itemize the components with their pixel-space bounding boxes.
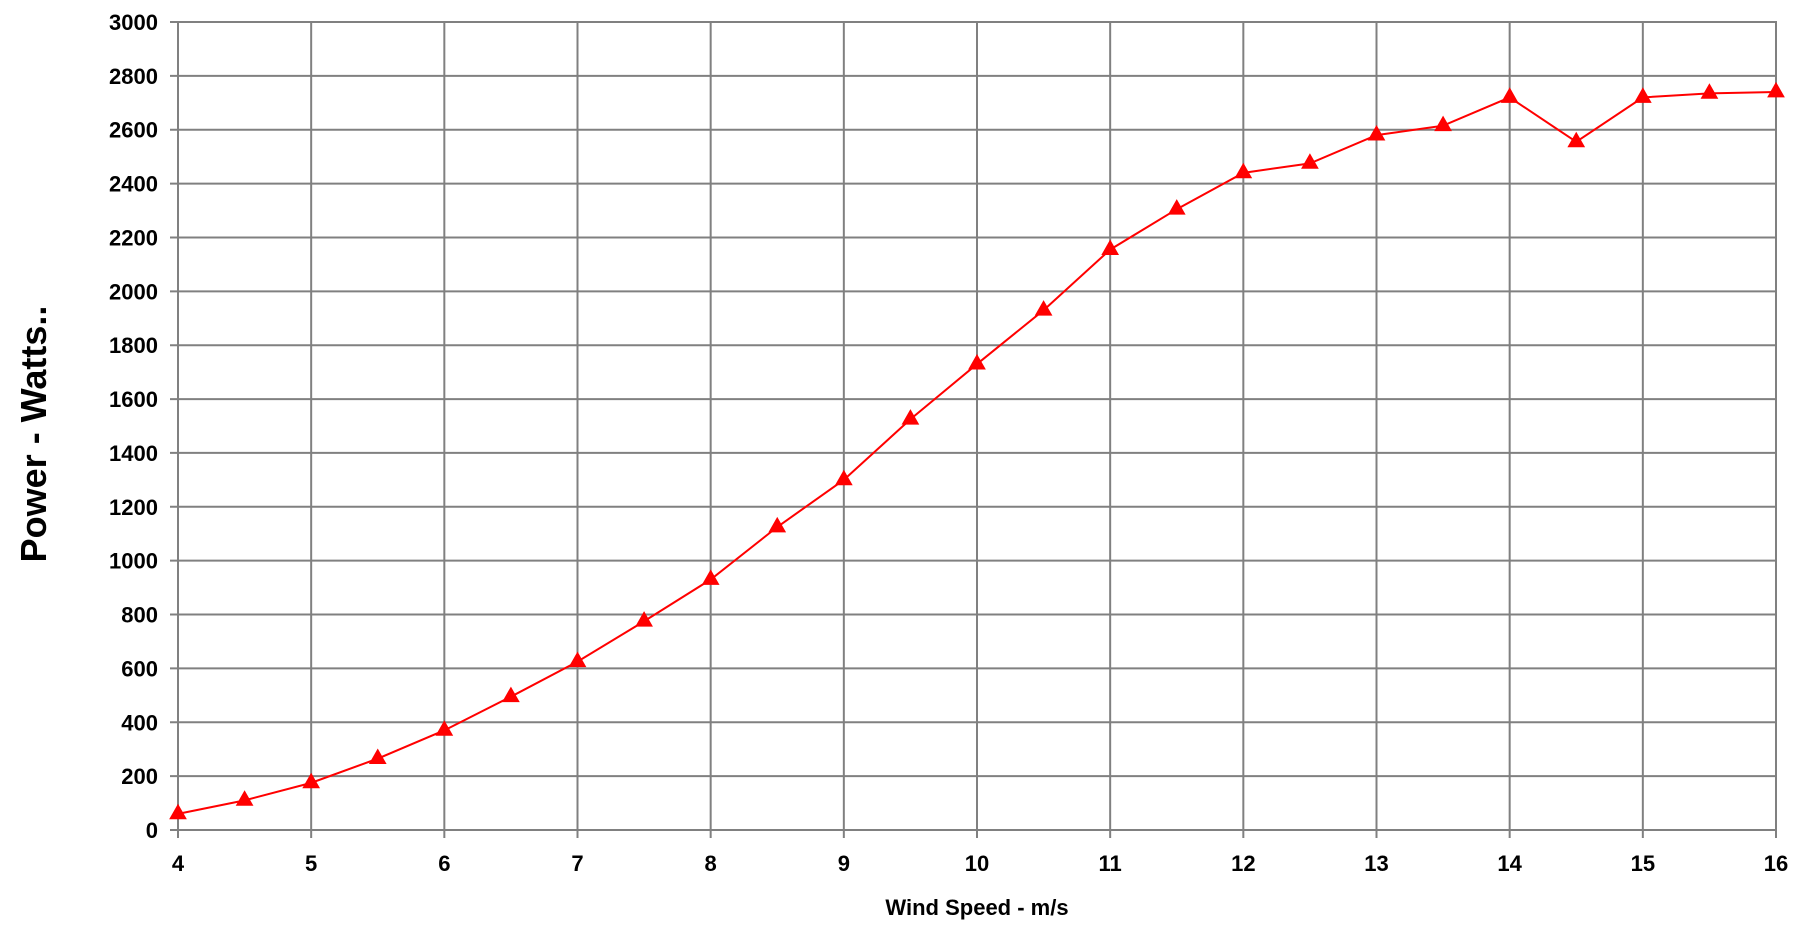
y-tick-label: 1000 (109, 549, 158, 574)
y-tick-label: 200 (121, 764, 158, 789)
data-point-marker (834, 469, 853, 486)
data-point-marker (235, 790, 254, 806)
data-point-marker (1167, 199, 1186, 215)
grid (170, 21, 1777, 838)
data-point-marker (968, 353, 986, 370)
data-point-marker (368, 748, 387, 765)
y-tick-label: 2600 (109, 118, 158, 143)
x-axis-title: Wind Speed - m/s (885, 895, 1068, 920)
data-point-marker (1700, 83, 1719, 99)
data-point-marker (1234, 162, 1253, 179)
y-tick-label: 1600 (109, 387, 158, 412)
data-point-marker (1034, 300, 1053, 316)
y-axis-title: Power - Watts.. (13, 306, 54, 563)
data-point-marker (435, 720, 454, 736)
y-tick-label: 400 (121, 710, 158, 735)
x-tick-label: 12 (1231, 851, 1255, 876)
data-point-marker (1301, 153, 1319, 169)
y-tick-label: 2000 (109, 279, 158, 304)
x-tick-label: 11 (1099, 851, 1122, 876)
x-axis-ticks: 4 5 6 7 8 9 10 11 12 13 14 15 16 (172, 851, 1788, 876)
y-tick-label: 800 (121, 603, 158, 628)
y-tick-label: 2800 (109, 64, 158, 89)
x-tick-label: 15 (1631, 851, 1655, 876)
y-tick-label: 1200 (109, 495, 158, 520)
y-tick-label: 3000 (109, 10, 158, 35)
x-tick-label: 4 (172, 851, 185, 876)
data-point-marker (1767, 81, 1785, 98)
series-group (169, 81, 1785, 820)
y-tick-label: 2400 (109, 172, 158, 197)
data-point-marker (169, 803, 187, 820)
x-tick-label: 7 (571, 851, 583, 876)
y-tick-label: 1800 (109, 333, 158, 358)
data-point-marker (1434, 115, 1452, 132)
y-axis-ticks: 0 200 400 600 800 1000 1200 1400 1600 1800 2000 220… (109, 10, 158, 843)
y-tick-label: 2200 (109, 225, 158, 250)
x-tick-label: 9 (838, 851, 850, 876)
data-point-marker (701, 569, 720, 585)
x-tick-label: 10 (965, 851, 989, 876)
data-point-marker (568, 651, 587, 668)
data-point-marker (635, 611, 653, 627)
x-tick-label: 8 (705, 851, 717, 876)
plot-area-border (177, 21, 1777, 831)
data-point-marker (1633, 87, 1652, 103)
x-tick-label: 6 (438, 851, 450, 876)
data-point-marker (302, 772, 321, 789)
data-point-marker (1101, 239, 1120, 255)
data-point-marker (768, 516, 787, 533)
data-point-marker (502, 686, 520, 703)
y-tick-label: 0 (146, 818, 158, 843)
x-tick-label: 14 (1497, 851, 1522, 876)
x-tick-label: 5 (305, 851, 317, 876)
data-point-marker (1500, 87, 1519, 103)
x-tick-label: 13 (1364, 851, 1388, 876)
x-tick-label: 16 (1764, 851, 1788, 876)
data-point-marker (1367, 125, 1386, 141)
data-point-marker (901, 409, 920, 425)
data-point-marker (1567, 131, 1586, 148)
y-tick-label: 1400 (109, 441, 158, 466)
y-tick-label: 600 (121, 656, 158, 681)
